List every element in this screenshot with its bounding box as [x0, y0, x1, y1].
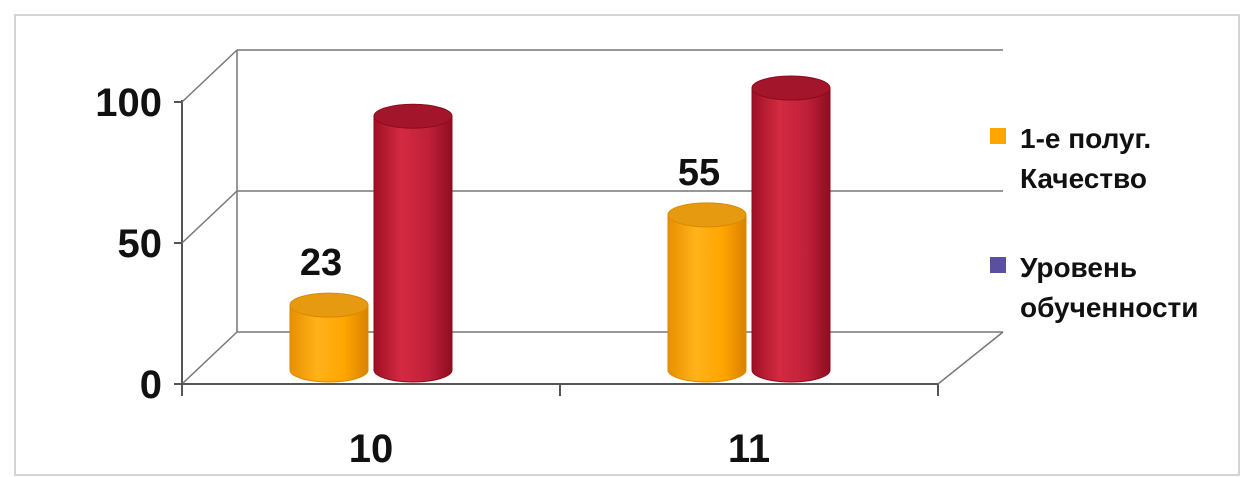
bars [289, 75, 831, 383]
gridline-depth [181, 190, 238, 244]
legend-swatch [990, 128, 1006, 144]
plot-area [174, 49, 1004, 396]
legend-label: обученности [1020, 292, 1199, 323]
bar-top [751, 75, 831, 101]
data-label: 23 [300, 242, 342, 284]
gridline-depth [181, 49, 238, 103]
y-tick-label: 100 [95, 81, 162, 125]
legend: 1-е полуг. Качество Уровень обученности [990, 123, 1199, 323]
floor-right-edge [937, 331, 1004, 385]
legend-label: Уровень [1020, 252, 1137, 283]
bar-top [373, 103, 453, 129]
bar-top [289, 292, 369, 318]
x-tick-label: 11 [728, 427, 770, 471]
legend-label: Качество [1020, 163, 1147, 194]
bar [667, 214, 747, 383]
legend-swatch [990, 257, 1006, 273]
y-tick-label: 0 [140, 363, 162, 407]
bar-top [667, 202, 747, 228]
y-tick-label: 50 [118, 222, 163, 266]
x-tick-label: 10 [349, 427, 394, 471]
bar [751, 87, 831, 383]
legend-label: 1-е полуг. [1020, 123, 1151, 154]
chart-frame [14, 14, 1240, 476]
data-label: 55 [678, 152, 720, 194]
bar [289, 304, 369, 383]
labels: 0 50 100 10 11 23 55 [95, 81, 770, 471]
gridline-depth [181, 331, 238, 385]
bar [373, 115, 453, 383]
